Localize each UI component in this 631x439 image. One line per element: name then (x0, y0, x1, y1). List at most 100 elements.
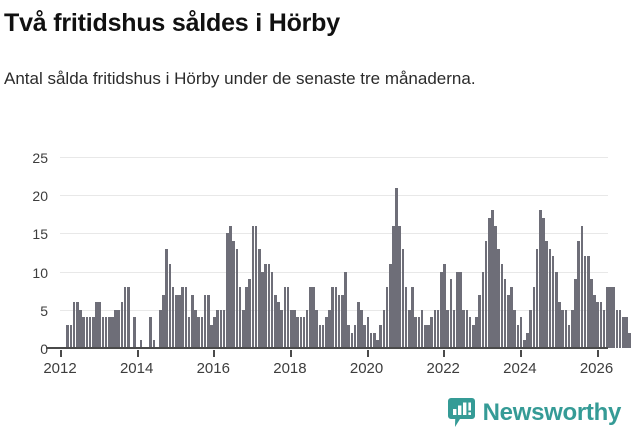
bar (523, 340, 526, 348)
bar (468, 317, 472, 348)
bar (356, 302, 360, 348)
bar (436, 309, 440, 348)
bar (315, 309, 319, 348)
x-axis-tick (519, 350, 522, 357)
bar (283, 286, 287, 348)
bar (158, 309, 162, 348)
bar (599, 302, 603, 348)
bar (424, 325, 427, 348)
bar (270, 271, 274, 348)
bar (229, 225, 232, 348)
bar (69, 325, 73, 348)
bar (433, 309, 437, 348)
y-axis-tick-label: 5 (40, 302, 48, 319)
bar (366, 317, 370, 348)
x-axis-tick-label: 2016 (196, 360, 230, 377)
bar (289, 309, 293, 348)
bar (430, 317, 434, 348)
bar (360, 309, 363, 348)
x-axis-tick-label: 2014 (119, 360, 154, 377)
bar (267, 263, 271, 348)
bar (194, 309, 197, 348)
bar (117, 309, 121, 348)
bar (341, 294, 344, 348)
bar (417, 317, 421, 348)
y-axis-tick-label: 0 (40, 341, 48, 357)
bar (586, 256, 590, 348)
bar (427, 325, 430, 348)
bar (273, 294, 277, 348)
bar (542, 218, 545, 348)
bar (369, 332, 373, 348)
bar (222, 309, 226, 348)
bar (554, 271, 558, 348)
chart-subtitle: Antal sålda fritidshus i Hörby under de … (4, 69, 476, 88)
bar (149, 317, 153, 348)
bar (526, 332, 529, 348)
bar (321, 325, 325, 348)
bar (95, 302, 98, 348)
gridline (60, 157, 608, 158)
bar (200, 317, 204, 348)
bar (254, 225, 258, 348)
bar (404, 286, 408, 348)
bar (376, 340, 379, 348)
bar (443, 263, 446, 348)
bar (91, 317, 95, 348)
bar (484, 241, 488, 348)
bar (104, 317, 108, 348)
bar (398, 225, 402, 348)
bar (574, 279, 577, 348)
bar (178, 294, 181, 348)
bar (318, 325, 322, 348)
bar (622, 317, 625, 348)
bar (123, 286, 127, 348)
y-axis-tick-label: 15 (32, 226, 48, 243)
bar (475, 317, 478, 348)
bar (481, 271, 485, 348)
bar (184, 286, 188, 348)
bar (331, 286, 335, 348)
chart-footer: Newsworthy (0, 396, 631, 439)
bar (162, 294, 165, 348)
bar (401, 248, 405, 348)
x-axis-tick-label: 2026 (579, 360, 614, 377)
bar (334, 286, 338, 348)
bar-series (60, 157, 631, 348)
bar (465, 309, 469, 348)
bar (72, 302, 76, 348)
bar (302, 317, 306, 348)
bar (395, 187, 398, 348)
bar (305, 309, 309, 348)
bar (420, 309, 424, 348)
bar (363, 325, 366, 348)
bar (590, 279, 593, 348)
bar (133, 317, 137, 348)
bar (280, 309, 283, 348)
bar (226, 233, 229, 348)
bar (487, 218, 491, 348)
bar (286, 286, 290, 348)
bar-chart-speech-bubble-icon (447, 398, 475, 428)
newsworthy-logo[interactable]: Newsworthy (447, 398, 621, 428)
bar (264, 263, 267, 348)
bar (392, 225, 395, 348)
bar (459, 271, 462, 348)
bar (612, 286, 616, 348)
bar (503, 279, 507, 348)
bar (471, 325, 475, 348)
bar (277, 302, 280, 348)
page-title: Två fritidshus såldes i Hörby (4, 9, 340, 37)
bar (593, 294, 596, 348)
bar (539, 210, 542, 348)
bar (187, 317, 191, 348)
x-axis-tick (136, 350, 139, 357)
bar (66, 325, 69, 348)
bar (238, 286, 242, 348)
bar (567, 325, 571, 348)
bar (245, 286, 248, 348)
bar (328, 309, 331, 348)
x-axis-tick (213, 350, 216, 357)
bar (491, 210, 494, 348)
